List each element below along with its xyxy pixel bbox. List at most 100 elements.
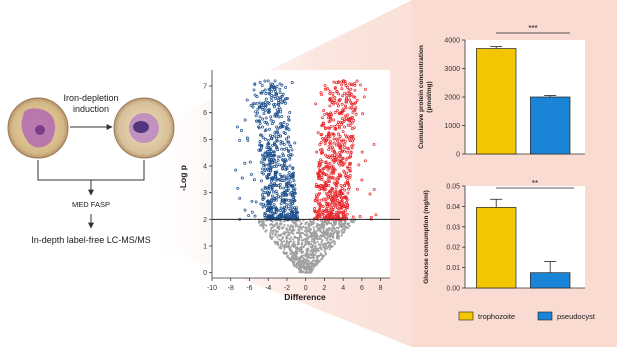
volcano-point-down [260, 83, 264, 87]
volcano-point-up [330, 176, 334, 180]
volcano-point-ns [329, 227, 332, 230]
glucose-y-label: Glucose consumption (mg/ml) [423, 190, 430, 284]
volcano-point-ns [294, 253, 297, 256]
volcano-point-down [277, 110, 280, 114]
volcano-point-ns [304, 265, 307, 268]
volcano-point-ns [296, 243, 299, 246]
volcano-point-up [320, 198, 324, 202]
volcano-point-up [337, 156, 341, 160]
volcano-point-down [269, 163, 273, 167]
volcano-point-down [261, 172, 265, 176]
volcano-point-up [332, 213, 336, 216]
volcano-point-up [335, 108, 339, 112]
volcano-point-down [250, 199, 254, 203]
volcano-point-down [287, 118, 291, 122]
volcano-point-ns [296, 250, 299, 254]
protein-y-ticks: 0 1000 2000 3000 4000 [444, 38, 465, 159]
volcano-point-down [274, 205, 278, 209]
volcano-point-ns [308, 265, 311, 268]
volcano-point-up [340, 192, 344, 195]
volcano-point-up [343, 174, 347, 178]
volcano-point-up [336, 123, 340, 127]
volcano-point-ns [313, 221, 316, 224]
y-tick-label: 3000 [444, 66, 460, 73]
volcano-point-up [335, 206, 339, 210]
volcano-y-tick-label: 6 [203, 110, 207, 117]
trophozoite-nucleus [35, 125, 45, 135]
volcano-point-down [271, 177, 275, 181]
volcano-point-down [279, 202, 283, 206]
volcano-point-up [372, 142, 376, 146]
volcano-point-down [293, 191, 297, 195]
volcano-point-down [277, 135, 281, 139]
volcano-point-down [289, 145, 293, 148]
volcano-point-up [340, 201, 344, 205]
volcano-point-ns [335, 220, 338, 223]
volcano-point-up [316, 184, 320, 188]
volcano-point-ns [270, 226, 273, 229]
volcano-point-down [278, 91, 282, 95]
volcano-point-ns [349, 219, 352, 223]
volcano-point-up [331, 94, 335, 98]
volcano-point-ns [314, 251, 317, 254]
volcano-point-down [284, 125, 288, 129]
volcano-point-up [336, 139, 339, 143]
volcano-point-up [338, 144, 342, 148]
volcano-point-down [271, 214, 275, 218]
legend-label-trophozoite: trophozoite [478, 312, 515, 321]
volcano-point-down [276, 99, 280, 103]
volcano-point-ns [320, 234, 323, 237]
volcano-point-down [261, 196, 265, 200]
volcano-point-up [324, 215, 328, 219]
volcano-point-up [347, 187, 351, 191]
volcano-point-up [345, 198, 349, 202]
volcano-point-up [328, 161, 332, 165]
volcano-point-ns [289, 249, 292, 252]
volcano-point-up [319, 184, 322, 188]
volcano-point-ns [305, 257, 308, 260]
volcano-point-ns [314, 259, 317, 262]
volcano-point-down [265, 205, 269, 209]
volcano-point-down [259, 202, 263, 206]
volcano-point-ns [315, 256, 318, 259]
volcano-point-ns [328, 238, 331, 241]
legend: trophozoite pseudocyst [458, 311, 596, 321]
volcano-point-ns [329, 246, 332, 249]
volcano-point-down [270, 187, 274, 191]
volcano-point-up [351, 83, 355, 87]
y-tick-label: 0.02 [446, 245, 460, 252]
volcano-point-ns [291, 225, 295, 228]
volcano-point-up [317, 208, 321, 212]
volcano-point-down [285, 193, 289, 197]
volcano-point-ns [328, 229, 331, 232]
volcano-point-ns [290, 244, 293, 248]
volcano-point-down [263, 88, 267, 92]
volcano-point-ns [309, 228, 312, 231]
workflow-step-lcms: In-depth label-free LC-MS/MS [31, 235, 151, 245]
volcano-point-down [272, 153, 276, 157]
volcano-point-down [268, 172, 272, 176]
volcano-point-down [262, 191, 266, 194]
volcano-point-up [319, 133, 323, 137]
volcano-point-down [266, 209, 270, 213]
volcano-point-ns [292, 255, 295, 258]
volcano-point-ns [274, 234, 277, 237]
volcano-point-down [270, 194, 274, 198]
volcano-point-up [317, 202, 321, 206]
volcano-point-down [286, 189, 290, 192]
volcano-y-tick-label: 0 [203, 270, 207, 277]
volcano-point-up [332, 205, 335, 209]
glucose-significance: ** [532, 179, 538, 188]
volcano-point-ns [297, 241, 300, 244]
volcano-point-down [265, 146, 269, 150]
volcano-point-up [351, 115, 355, 119]
volcano-x-tick-label: 6 [360, 285, 364, 292]
volcano-point-up [322, 138, 326, 142]
volcano-point-up [336, 198, 340, 202]
volcano-point-ns [302, 271, 305, 274]
volcano-point-up [345, 196, 349, 200]
volcano-point-up [322, 197, 326, 201]
volcano-point-down [280, 83, 284, 87]
volcano-point-down [279, 206, 283, 210]
volcano-point-ns [310, 223, 313, 226]
